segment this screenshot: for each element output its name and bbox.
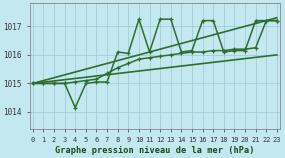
X-axis label: Graphe pression niveau de la mer (hPa): Graphe pression niveau de la mer (hPa)	[55, 146, 255, 155]
